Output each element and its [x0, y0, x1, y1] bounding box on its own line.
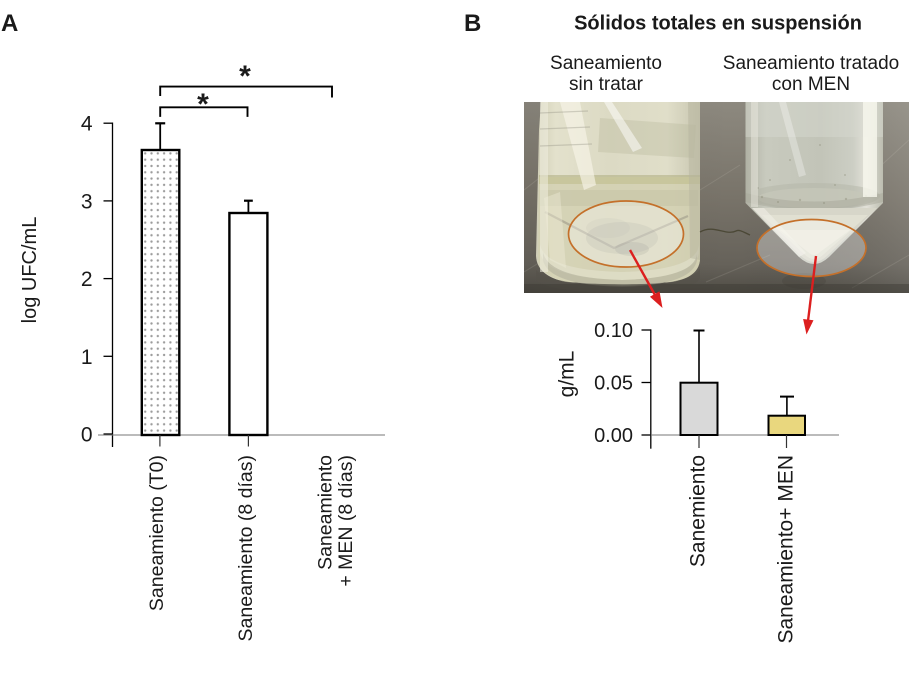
svg-text:A: A [1, 10, 18, 37]
svg-text:con MEN: con MEN [772, 74, 850, 95]
svg-text:Saneamiento: Saneamiento [550, 53, 662, 74]
svg-text:0.05: 0.05 [594, 373, 633, 395]
svg-text:3: 3 [81, 190, 93, 213]
svg-text:*: * [197, 88, 209, 121]
svg-text:Sólidos totales en suspensión: Sólidos totales en suspensión [574, 13, 862, 35]
svg-text:0: 0 [81, 424, 93, 447]
svg-text:B: B [464, 10, 481, 37]
svg-text:0.00: 0.00 [594, 425, 633, 447]
svg-text:Saneamiento tratado: Saneamiento tratado [723, 53, 899, 74]
svg-text:0.10: 0.10 [594, 320, 633, 342]
svg-text:1: 1 [81, 346, 93, 369]
svg-text:Sanemiento: Sanemiento [686, 455, 709, 567]
svg-text:Saneamiento+ MEN: Saneamiento+ MEN [775, 455, 798, 644]
svg-text:Saneamiento: Saneamiento [315, 455, 337, 570]
svg-text:g/mL: g/mL [556, 351, 579, 398]
svg-text:+ MEN (8 días): + MEN (8 días) [335, 455, 357, 587]
svg-text:4: 4 [81, 113, 93, 136]
svg-text:2: 2 [81, 268, 93, 291]
svg-text:Saneamiento (8 días): Saneamiento (8 días) [235, 455, 257, 641]
svg-text:log UFC/mL: log UFC/mL [19, 217, 41, 324]
svg-text:Saneamiento (T0): Saneamiento (T0) [146, 455, 168, 611]
svg-text:sin tratar: sin tratar [569, 74, 644, 95]
svg-text:*: * [239, 60, 251, 93]
